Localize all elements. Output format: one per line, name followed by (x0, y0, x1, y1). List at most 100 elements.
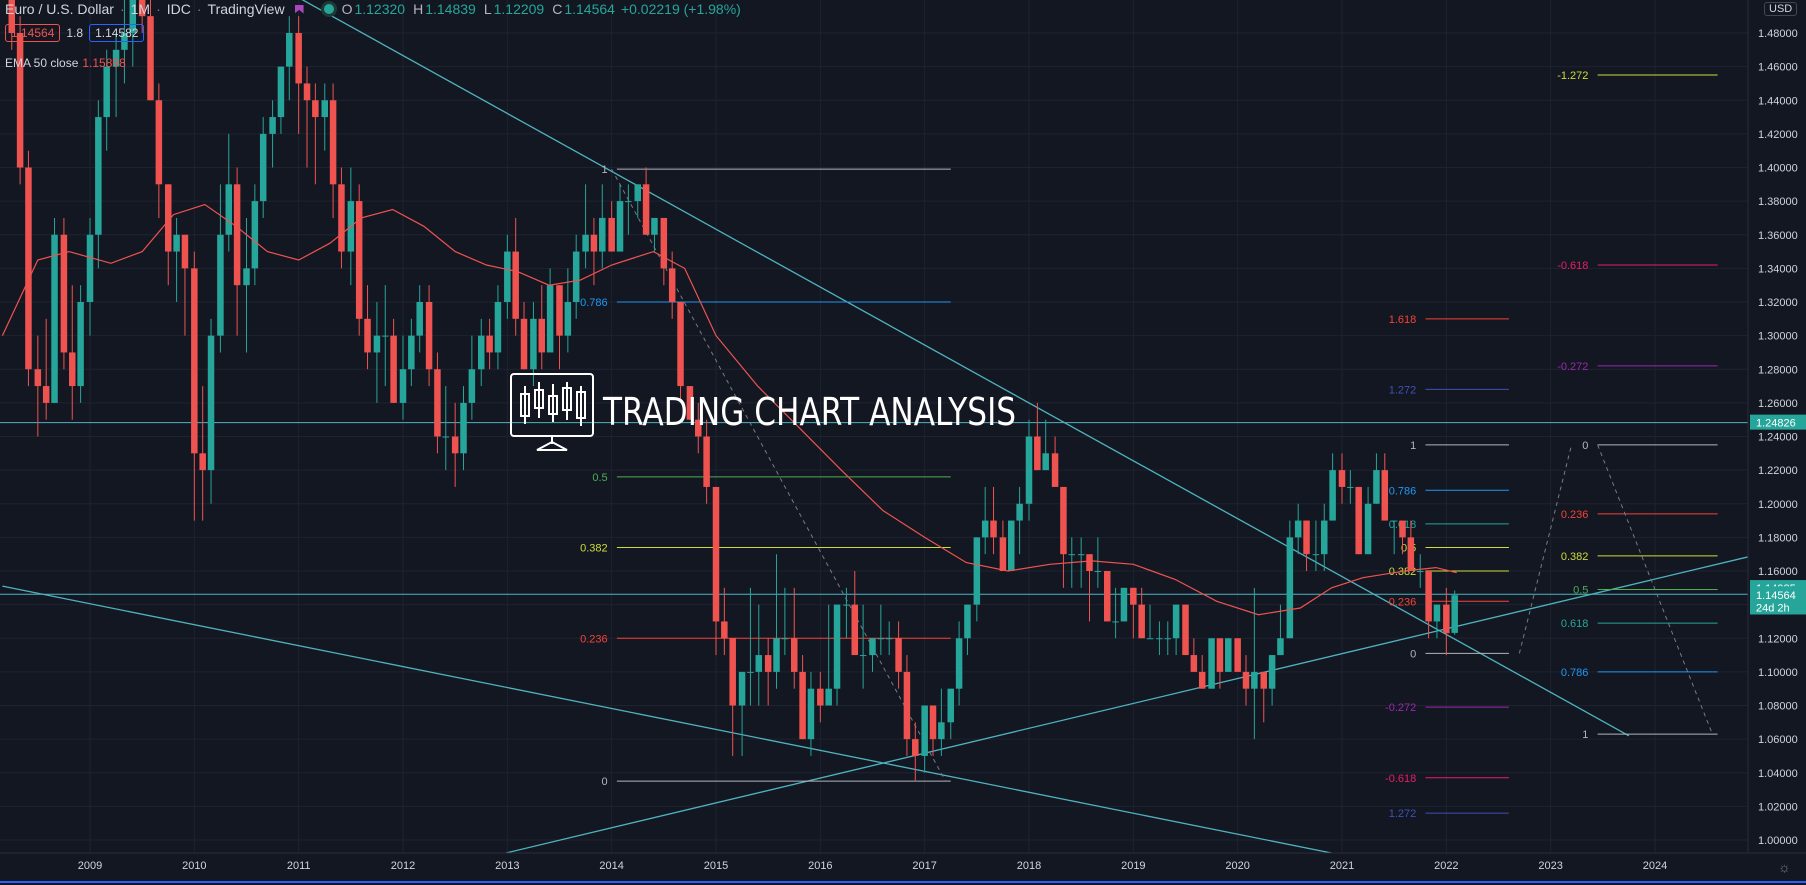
candle-body (225, 184, 233, 235)
fib-level-label: 0.236 (1561, 509, 1589, 521)
candle-body (1407, 537, 1415, 571)
candle-body (1138, 604, 1145, 639)
exchange-label: IDC (166, 1, 191, 17)
candle-body (8, 0, 15, 33)
indicator-legend[interactable]: EMA 50 close 1.15898 (5, 56, 126, 70)
candle-body (95, 117, 102, 235)
candle-body (1451, 595, 1458, 633)
candle-body (1338, 470, 1346, 487)
candle-body (1182, 604, 1189, 656)
candle-body (642, 184, 650, 235)
price-tick-label: 1.44000 (1758, 95, 1798, 107)
candle-body (103, 66, 110, 118)
currency-selector[interactable]: USD (1764, 2, 1798, 16)
candle-body (1329, 470, 1336, 521)
candle-body (582, 234, 589, 252)
candle-body (1216, 638, 1224, 672)
candle-body (69, 352, 76, 387)
time-tick-label: 2019 (1121, 860, 1145, 872)
candle-body (764, 655, 772, 672)
candle-body (451, 436, 459, 454)
price-tick-label: 1.04000 (1758, 768, 1798, 780)
candle-body (929, 705, 937, 740)
candle-body (1034, 436, 1041, 471)
candle-body (1251, 671, 1258, 689)
candle-body (1294, 520, 1302, 538)
price-tick-label: 1.16000 (1758, 566, 1798, 578)
time-tick-label: 2018 (1017, 860, 1041, 872)
candle-body (277, 66, 285, 118)
candle-body (660, 217, 668, 269)
symbol-header: Euro / U.S. Dollar · 1M · IDC · TradingView… (5, 1, 741, 17)
price-tick-label: 1.00000 (1758, 835, 1798, 847)
candle-body (373, 335, 381, 353)
price-tick-label: 1.10000 (1758, 667, 1798, 679)
candle-body (504, 251, 511, 302)
candle-body (677, 302, 684, 387)
price-tick-label: 1.20000 (1758, 499, 1798, 511)
open-value: 1.12320 (354, 1, 406, 17)
candle-body (60, 234, 68, 353)
candle-body (1016, 503, 1023, 521)
time-tick-label: 2023 (1538, 860, 1562, 872)
candle-body (903, 671, 911, 740)
candle-body (668, 268, 676, 302)
fib-level-label: 0 (1582, 440, 1588, 452)
price-label-text: 24d 2h (1756, 602, 1790, 614)
candle-body (1077, 554, 1085, 556)
candle-body (399, 369, 407, 403)
flag-icon[interactable] (294, 4, 304, 14)
fib-level-label: 0.382 (580, 542, 608, 554)
candle-body (1443, 604, 1450, 634)
price-tick-label: 1.22000 (1758, 465, 1798, 477)
price-tick-label: 1.48000 (1758, 28, 1798, 40)
candle-body (512, 251, 519, 319)
spread-value: 1.8 (66, 26, 84, 40)
candle-body (1120, 587, 1128, 622)
price-tick-label: 1.32000 (1758, 297, 1798, 309)
candle-body (1051, 453, 1059, 487)
settings-icon[interactable]: ☼ (1778, 859, 1791, 875)
candle-body (1303, 520, 1310, 555)
candle-body (1042, 453, 1049, 471)
candle-body (825, 688, 832, 706)
candle-body (494, 302, 502, 353)
candle-body (1156, 638, 1163, 640)
candle-body (425, 302, 433, 370)
candle-body (833, 604, 841, 689)
candle-body (755, 655, 763, 672)
candle-body (468, 369, 476, 403)
sell-button[interactable]: 1.14564 (5, 24, 61, 42)
price-label-tag (1750, 599, 1806, 615)
candle-body (1025, 436, 1033, 504)
candle-body (1130, 587, 1137, 605)
candle-body (651, 217, 658, 235)
watermark-logo: TRADING CHART ANALYSIS (509, 372, 1107, 452)
time-tick-label: 2020 (1225, 860, 1249, 872)
fib-level-label: 0.786 (1389, 485, 1417, 497)
buy-button[interactable]: 1.14582 (89, 24, 145, 42)
candle-body (382, 335, 389, 337)
symbol-name[interactable]: Euro / U.S. Dollar (5, 1, 114, 17)
interval-label[interactable]: 1M (130, 1, 151, 17)
change-value: +0.02219 (+1.98%) (620, 1, 741, 17)
candle-body (1104, 571, 1111, 622)
candle-body (173, 234, 180, 252)
candle-body (1068, 554, 1076, 556)
candle-body (738, 671, 746, 706)
candle-body (843, 604, 850, 606)
candle-body (712, 486, 720, 622)
fib-level-label: 0.382 (1561, 551, 1589, 563)
time-tick-label: 2011 (287, 860, 311, 872)
candle-body (1234, 638, 1241, 672)
fib-trend-line (1597, 444, 1713, 735)
candle-body (869, 638, 876, 656)
candle-body (355, 201, 363, 319)
candle-body (269, 117, 276, 134)
low-value: 1.12209 (493, 1, 545, 17)
candle-body (217, 234, 224, 336)
candle-body (1321, 520, 1328, 555)
trendline (301, 0, 1630, 737)
candle-body (556, 285, 563, 336)
